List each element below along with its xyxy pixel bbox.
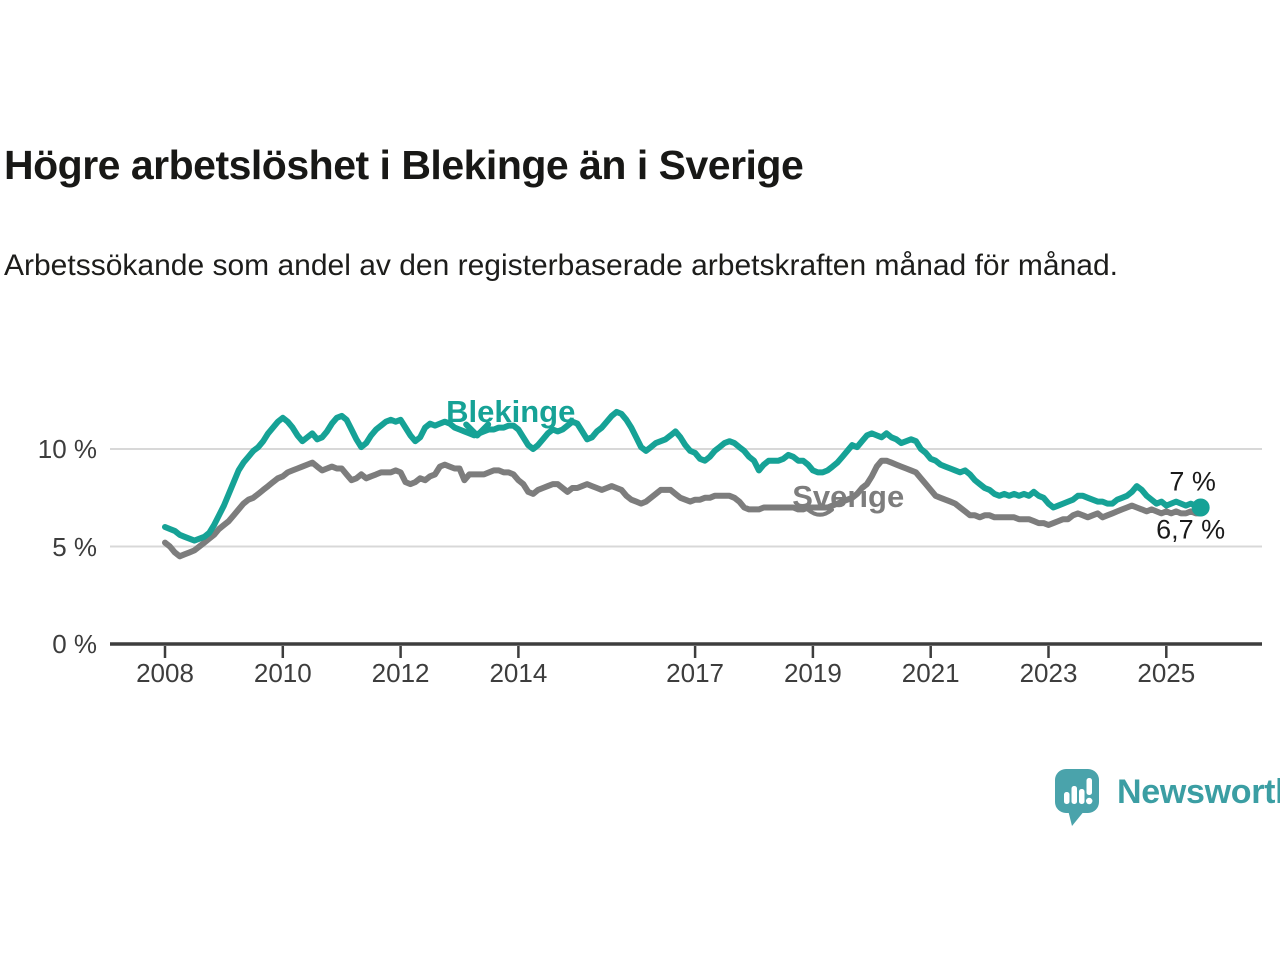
series-pointer-sverige bbox=[805, 507, 834, 517]
series-pointer-blekinge bbox=[463, 421, 492, 439]
blekinge-line bbox=[162, 408, 1204, 544]
newsworthy-logo: Newsworthy bbox=[1054, 768, 1280, 826]
page-subtitle: Arbetssökande som andel av den registerb… bbox=[4, 249, 1118, 282]
sverige-line bbox=[162, 457, 1204, 560]
newsworthy-logo-icon bbox=[1055, 769, 1099, 826]
newsworthy-logo-text: Newsworthy bbox=[1117, 773, 1280, 811]
latest-value-dot bbox=[1191, 498, 1210, 517]
page-title: Högre arbetslöshet i Blekinge än i Sveri… bbox=[4, 142, 804, 188]
